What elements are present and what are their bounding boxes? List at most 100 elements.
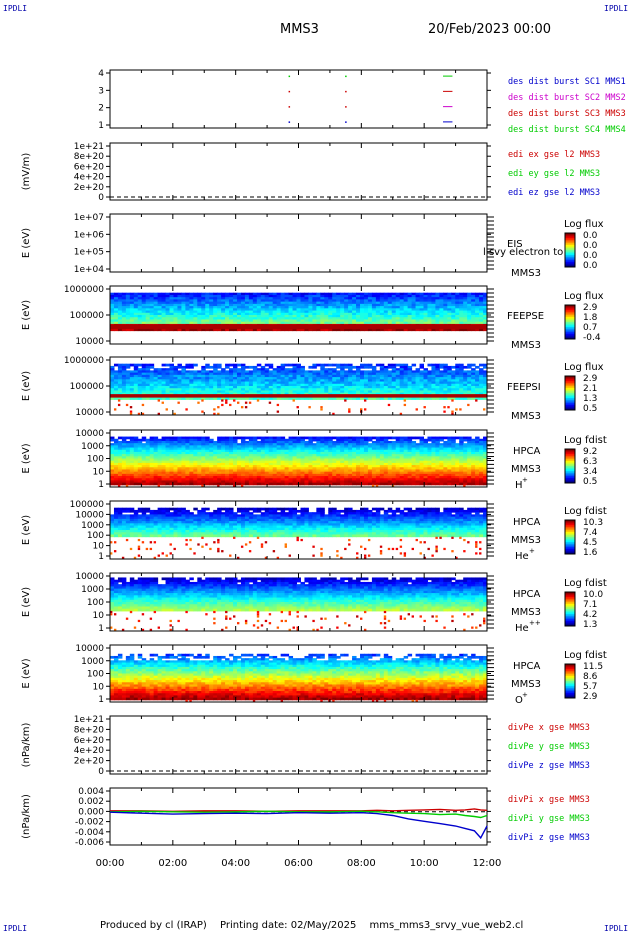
panel-feepsi-heat-cell bbox=[360, 386, 365, 389]
panel-feepsi-heat-cell bbox=[332, 412, 335, 415]
panel-feepse-heat-cell bbox=[145, 319, 151, 323]
panel-feepsi-heat-cell bbox=[117, 372, 123, 376]
panel-hpca-h-heat-cell bbox=[201, 473, 206, 477]
panel-feepse-heat-cell bbox=[181, 321, 186, 325]
panel-feepse-heat-cell bbox=[387, 328, 393, 332]
panel-feepsi-heat-cell bbox=[332, 379, 337, 383]
panel-feepsi-heat-cell bbox=[264, 383, 270, 387]
panel-feepse-heat-cell bbox=[356, 312, 361, 316]
panel-feepse-colorbar-frame bbox=[564, 304, 576, 340]
panel-feepse-heat-cell bbox=[256, 297, 262, 300]
panel-hpca-h-heat-cell bbox=[304, 476, 309, 479]
panel-feepsi-heat-cell bbox=[292, 386, 298, 389]
panel-feepse-heat-cell bbox=[371, 301, 377, 305]
panel-feepsi-heat-cell bbox=[356, 383, 361, 387]
panel-feepse-heat-cell bbox=[451, 315, 456, 318]
panel-hpca-h-heat-cell bbox=[352, 438, 357, 442]
panel-feepse-heat-cell bbox=[137, 310, 143, 314]
panel-hpca-h-heat-cell bbox=[340, 462, 345, 466]
panel-feepse-heat-cell bbox=[383, 317, 389, 320]
panel-hpca-h-heat-cell bbox=[201, 484, 204, 487]
panel-hpca-h-heat-cell bbox=[141, 456, 147, 459]
panel-hpca-h-heat-cell bbox=[383, 480, 389, 484]
panel-hpca-h-heat-cell bbox=[371, 458, 377, 462]
panel-hpca-h-heat-cell bbox=[375, 462, 381, 466]
panel-hpca-h-heat-cell bbox=[125, 460, 131, 464]
panel-feepsi-heat-cell bbox=[391, 365, 397, 369]
panel-feepsi-heat-cell bbox=[324, 397, 329, 400]
panel-feepse-heat-cell bbox=[189, 308, 194, 312]
panel-feepsi-heat-cell bbox=[165, 370, 171, 374]
panel-feepse-heat-cell bbox=[173, 294, 178, 298]
panel-feepsi-heat-cell bbox=[375, 390, 381, 394]
panel-hpca-h-heat-cell bbox=[137, 454, 143, 457]
panel-feepse-heat-cell bbox=[308, 319, 313, 323]
panel-feepsi-heat-cell bbox=[244, 388, 250, 391]
panel-feepsi-heat-cell bbox=[336, 374, 341, 378]
panel-hpca-h-heat-cell bbox=[360, 482, 365, 486]
panel-feepsi-heat-cell bbox=[300, 368, 305, 371]
panel-feepse-heat-cell bbox=[292, 319, 298, 323]
panel-feepsi-heat-cell bbox=[348, 372, 353, 376]
panel-feepsi-heat-cell bbox=[161, 397, 167, 400]
panel-feepsi-heat-cell bbox=[284, 397, 290, 400]
panel-feepsi-heat-cell bbox=[276, 410, 280, 413]
panel-feepsi-colorbar-cell bbox=[565, 403, 575, 406]
panel-feepsi-heat-cell bbox=[201, 365, 206, 369]
panel-feepse-heat-cell bbox=[332, 297, 337, 300]
panel-feepsi-heat-cell bbox=[300, 379, 305, 383]
panel-hpca-h-heat-cell bbox=[244, 447, 250, 451]
panel-hpca-h-heat-cell bbox=[229, 449, 234, 453]
panel-feepse-heat-cell bbox=[189, 310, 194, 314]
panel-hpca-h-heat-cell bbox=[121, 445, 127, 449]
panel-feepse-heat-cell bbox=[110, 303, 115, 307]
panel-feepsi-heat-cell bbox=[348, 368, 353, 371]
panel-hpca-h-heat-cell bbox=[304, 451, 309, 455]
panel-hpca-h-heat-cell bbox=[292, 454, 298, 457]
panel-hpca-h-heat-cell bbox=[344, 447, 349, 451]
panel-feepsi-heat-cell bbox=[264, 372, 270, 376]
panel-feepse-heat-cell bbox=[240, 292, 246, 296]
panel-feepse-heat-cell bbox=[133, 321, 139, 325]
panel-feepse-heat-cell bbox=[268, 312, 274, 316]
panel-hpca-h-heat-cell bbox=[165, 469, 171, 473]
panel-feepsi-heat-cell bbox=[264, 377, 270, 380]
panel-feepsi-heat-cell bbox=[276, 370, 282, 374]
panel-feepse-heat-cell bbox=[185, 328, 190, 332]
panel-feepsi-heat-cell bbox=[248, 392, 254, 396]
panel-feepsi-heat-cell bbox=[352, 379, 357, 383]
panel-hpca-h-heat-cell bbox=[189, 467, 194, 470]
panel-feepsi-heat-cell bbox=[169, 377, 174, 380]
panel-feepse-heat-cell bbox=[431, 303, 436, 307]
panel-feepsi-heat-cell bbox=[399, 397, 405, 400]
panel-feepsi-heat-cell bbox=[344, 386, 349, 389]
panel-feepse-heat-cell bbox=[439, 319, 444, 323]
panel-feepsi-heat-cell bbox=[217, 374, 222, 378]
panel-hpca-h-heat-cell bbox=[213, 447, 218, 451]
panel-feepse-heat-cell bbox=[443, 294, 448, 298]
panel-hpca-h-heat-cell bbox=[308, 482, 313, 486]
panel-hpca-h-heat-cell bbox=[248, 454, 254, 457]
panel-feepsi-heat-cell bbox=[304, 397, 309, 400]
panel-feepse-heat-cell bbox=[423, 308, 428, 312]
panel-feepsi-heat-cell bbox=[165, 372, 171, 376]
panel-hpca-h-heat-cell bbox=[284, 456, 290, 459]
panel-feepse-heat-cell bbox=[435, 306, 440, 309]
panel-burst-marker bbox=[288, 106, 291, 108]
panel-feepse-heat-cell bbox=[304, 303, 309, 307]
panel-feepsi-heat-cell bbox=[153, 368, 159, 371]
panel-feepse-heat-cell bbox=[288, 312, 294, 316]
panel-hpca-h-heat-cell bbox=[117, 482, 123, 486]
panel-feepse-heat-cell bbox=[181, 303, 186, 307]
panel-feepsi-heat-cell bbox=[304, 370, 309, 374]
panel-feepsi-heat-cell bbox=[153, 372, 159, 376]
panel-feepse-heat-cell bbox=[435, 317, 440, 320]
panel-hpca-h-heat-cell bbox=[189, 469, 194, 473]
panel-feepsi-heat-cell bbox=[375, 374, 381, 378]
panel-feepsi-heat-cell bbox=[217, 390, 222, 394]
panel-feepse-heat-cell bbox=[399, 303, 405, 307]
panel-feepse-heat-cell bbox=[276, 292, 282, 296]
panel-hpca-h-heat-cell bbox=[244, 451, 250, 455]
panel-hpca-h-heat-cell bbox=[233, 476, 238, 479]
panel-hpca-h-heat-cell bbox=[268, 456, 274, 459]
